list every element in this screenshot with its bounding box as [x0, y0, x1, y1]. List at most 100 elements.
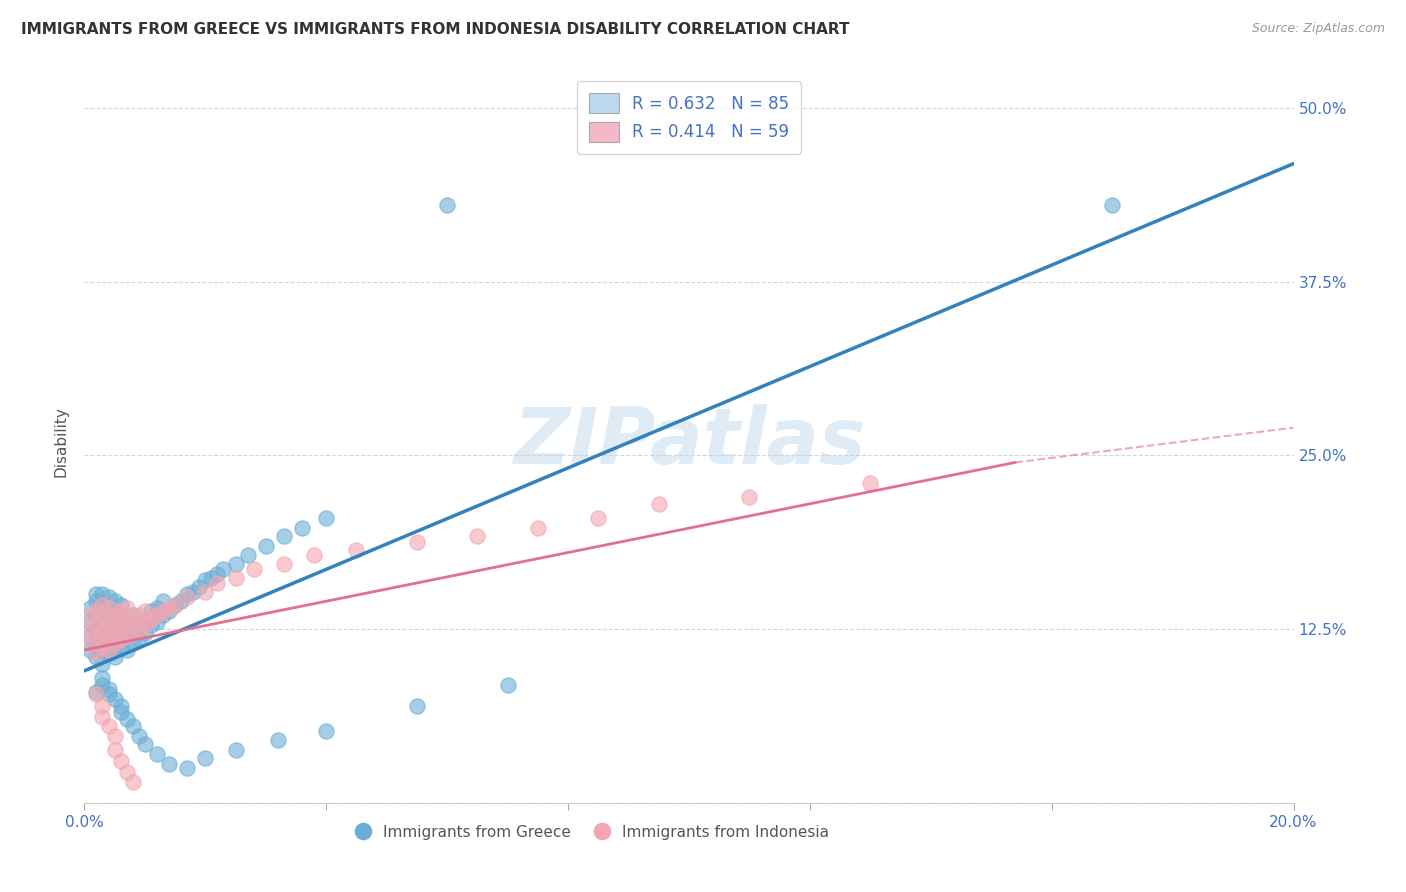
Point: [104, 743, 127, 757]
Point: [91, 709, 114, 723]
Point: [110, 604, 132, 618]
Point: [134, 626, 156, 640]
Point: [86, 632, 108, 646]
Point: [738, 490, 761, 504]
Point: [128, 608, 150, 623]
Y-axis label: Disability: Disability: [53, 406, 69, 477]
Point: [86, 608, 108, 623]
Point: [86, 636, 108, 650]
Point: [157, 756, 180, 771]
Point: [97, 681, 120, 696]
Point: [91, 615, 114, 630]
Text: ZIPatlas: ZIPatlas: [513, 403, 865, 480]
Point: [146, 608, 169, 623]
Point: [91, 678, 114, 692]
Point: [97, 719, 120, 733]
Point: [79, 629, 101, 643]
Point: [86, 646, 108, 660]
Point: [110, 698, 132, 713]
Point: [91, 698, 114, 713]
Point: [79, 643, 101, 657]
Point: [128, 632, 150, 646]
Point: [91, 629, 114, 643]
Point: [212, 562, 235, 576]
Point: [157, 604, 180, 618]
Point: [207, 566, 229, 581]
Point: [110, 618, 132, 632]
Point: [115, 615, 138, 630]
Point: [194, 574, 217, 588]
Point: [91, 657, 114, 671]
Point: [86, 618, 108, 632]
Point: [121, 608, 143, 623]
Point: [648, 497, 671, 511]
Point: [291, 521, 314, 535]
Point: [86, 622, 108, 636]
Point: [146, 615, 169, 630]
Point: [104, 594, 127, 608]
Point: [128, 618, 150, 632]
Point: [110, 612, 132, 626]
Point: [91, 640, 114, 655]
Point: [146, 601, 169, 615]
Point: [91, 626, 114, 640]
Point: [115, 601, 138, 615]
Point: [134, 612, 156, 626]
Point: [194, 584, 217, 599]
Point: [165, 599, 187, 613]
Point: [91, 612, 114, 626]
Point: [128, 622, 150, 636]
Point: [859, 476, 882, 491]
Point: [225, 743, 247, 757]
Point: [225, 557, 247, 571]
Point: [254, 539, 277, 553]
Point: [91, 671, 114, 685]
Point: [176, 587, 198, 601]
Point: [121, 775, 143, 789]
Point: [110, 599, 132, 613]
Point: [104, 608, 127, 623]
Point: [121, 622, 143, 636]
Point: [79, 636, 101, 650]
Point: [97, 629, 120, 643]
Point: [128, 729, 150, 743]
Point: [406, 534, 429, 549]
Point: [115, 615, 138, 630]
Point: [91, 643, 114, 657]
Point: [104, 636, 127, 650]
Point: [139, 618, 162, 632]
Point: [121, 626, 143, 640]
Point: [121, 719, 143, 733]
Point: [79, 615, 101, 630]
Point: [115, 765, 138, 780]
Point: [194, 751, 217, 765]
Point: [121, 636, 143, 650]
Point: [91, 601, 114, 615]
Point: [225, 571, 247, 585]
Point: [110, 640, 132, 655]
Point: [97, 687, 120, 701]
Point: [97, 590, 120, 604]
Point: [104, 622, 127, 636]
Point: [79, 608, 101, 623]
Point: [315, 723, 337, 738]
Point: [273, 529, 295, 543]
Point: [152, 608, 174, 623]
Point: [139, 604, 162, 618]
Text: IMMIGRANTS FROM GREECE VS IMMIGRANTS FROM INDONESIA DISABILITY CORRELATION CHART: IMMIGRANTS FROM GREECE VS IMMIGRANTS FRO…: [21, 22, 849, 37]
Point: [181, 584, 204, 599]
Point: [110, 754, 132, 768]
Text: Source: ZipAtlas.com: Source: ZipAtlas.com: [1251, 22, 1385, 36]
Point: [134, 604, 156, 618]
Point: [165, 599, 187, 613]
Point: [104, 622, 127, 636]
Point: [207, 576, 229, 591]
Point: [406, 698, 429, 713]
Point: [152, 604, 174, 618]
Point: [115, 643, 138, 657]
Point: [152, 594, 174, 608]
Point: [436, 198, 458, 212]
Point: [97, 643, 120, 657]
Point: [346, 542, 368, 557]
Point: [273, 557, 295, 571]
